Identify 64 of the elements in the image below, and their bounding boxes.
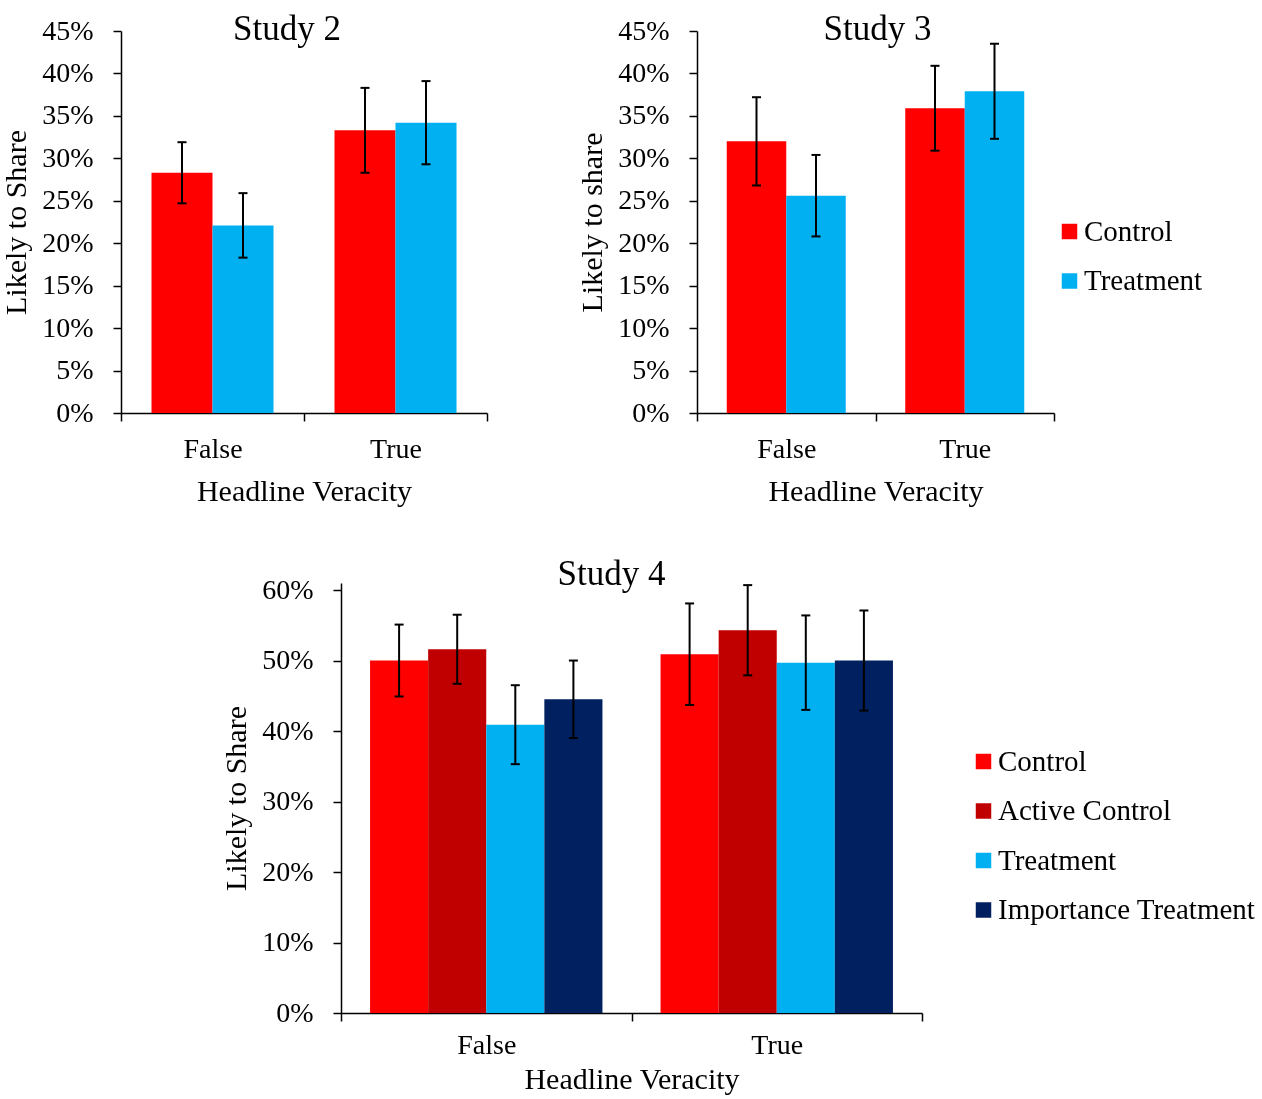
y-axis-title: Likely to Share [219, 706, 253, 891]
y-tick-label: 40% [618, 56, 670, 88]
legend-label: Importance Treatment [998, 893, 1255, 925]
y-tick-label: 60% [262, 573, 314, 605]
bar [486, 724, 545, 1013]
bar [544, 699, 603, 1013]
y-tick-label: 10% [42, 311, 94, 343]
y-tick-label: 50% [262, 644, 314, 676]
chart-title: Study 3 [823, 9, 932, 48]
y-tick-label: 10% [262, 926, 314, 958]
y-tick-label: 45% [618, 14, 670, 46]
y-tick-label: 15% [42, 269, 94, 301]
bar [834, 660, 893, 1013]
y-tick-label: 20% [262, 855, 314, 887]
x-tick-label: True [939, 432, 992, 464]
y-tick-label: 35% [42, 99, 94, 131]
x-tick-label: False [183, 432, 243, 464]
y-tick-label: 25% [42, 184, 94, 216]
bar [660, 654, 719, 1013]
x-tick-label: True [751, 1028, 804, 1060]
y-axis-title: Likely to Share [0, 130, 33, 315]
y-tick-label: 20% [618, 226, 670, 258]
y-tick-label: 45% [42, 14, 94, 46]
y-tick-label: 0% [632, 396, 670, 428]
bar [726, 141, 787, 413]
bar [905, 108, 965, 413]
y-tick-label: 40% [42, 56, 94, 88]
y-tick-label: 30% [262, 785, 314, 817]
x-tick-label: True [370, 432, 422, 464]
y-tick-label: 10% [618, 311, 670, 343]
chart-title: Study 4 [557, 554, 666, 594]
y-tick-label: 15% [618, 269, 670, 301]
bar [964, 91, 1025, 413]
x-tick-label: False [457, 1028, 517, 1060]
y-tick-label: 5% [632, 354, 670, 386]
x-axis-title: Headline Veracity [524, 1061, 740, 1095]
y-tick-label: 5% [56, 354, 94, 386]
bar [370, 660, 429, 1013]
bar [428, 649, 487, 1013]
legend-label: Control [998, 744, 1087, 777]
x-tick-label: False [757, 432, 817, 464]
legend-label: Treatment [1084, 264, 1203, 296]
y-tick-label: 40% [262, 714, 314, 746]
y-tick-label: 0% [56, 396, 94, 428]
legend-label: Treatment [998, 843, 1117, 876]
x-axis-title: Headline Veracity [196, 473, 413, 507]
legend-label: Active Control [998, 794, 1172, 826]
y-tick-label: 30% [42, 141, 94, 173]
legend-label: Control [1084, 214, 1173, 247]
bar [334, 130, 396, 413]
bar [776, 662, 835, 1013]
y-tick-label: 25% [618, 184, 670, 216]
y-tick-label: 0% [276, 996, 314, 1028]
y-axis-title: Likely to share [575, 132, 609, 313]
x-axis-title: Headline Veracity [768, 473, 984, 507]
bar [786, 195, 846, 413]
bar [718, 630, 777, 1013]
y-tick-label: 35% [618, 99, 670, 131]
bar [395, 122, 457, 413]
y-tick-label: 20% [42, 226, 94, 258]
bar [212, 225, 274, 413]
bar [151, 172, 213, 413]
chart-title: Study 2 [233, 9, 341, 48]
y-tick-label: 30% [618, 141, 670, 173]
